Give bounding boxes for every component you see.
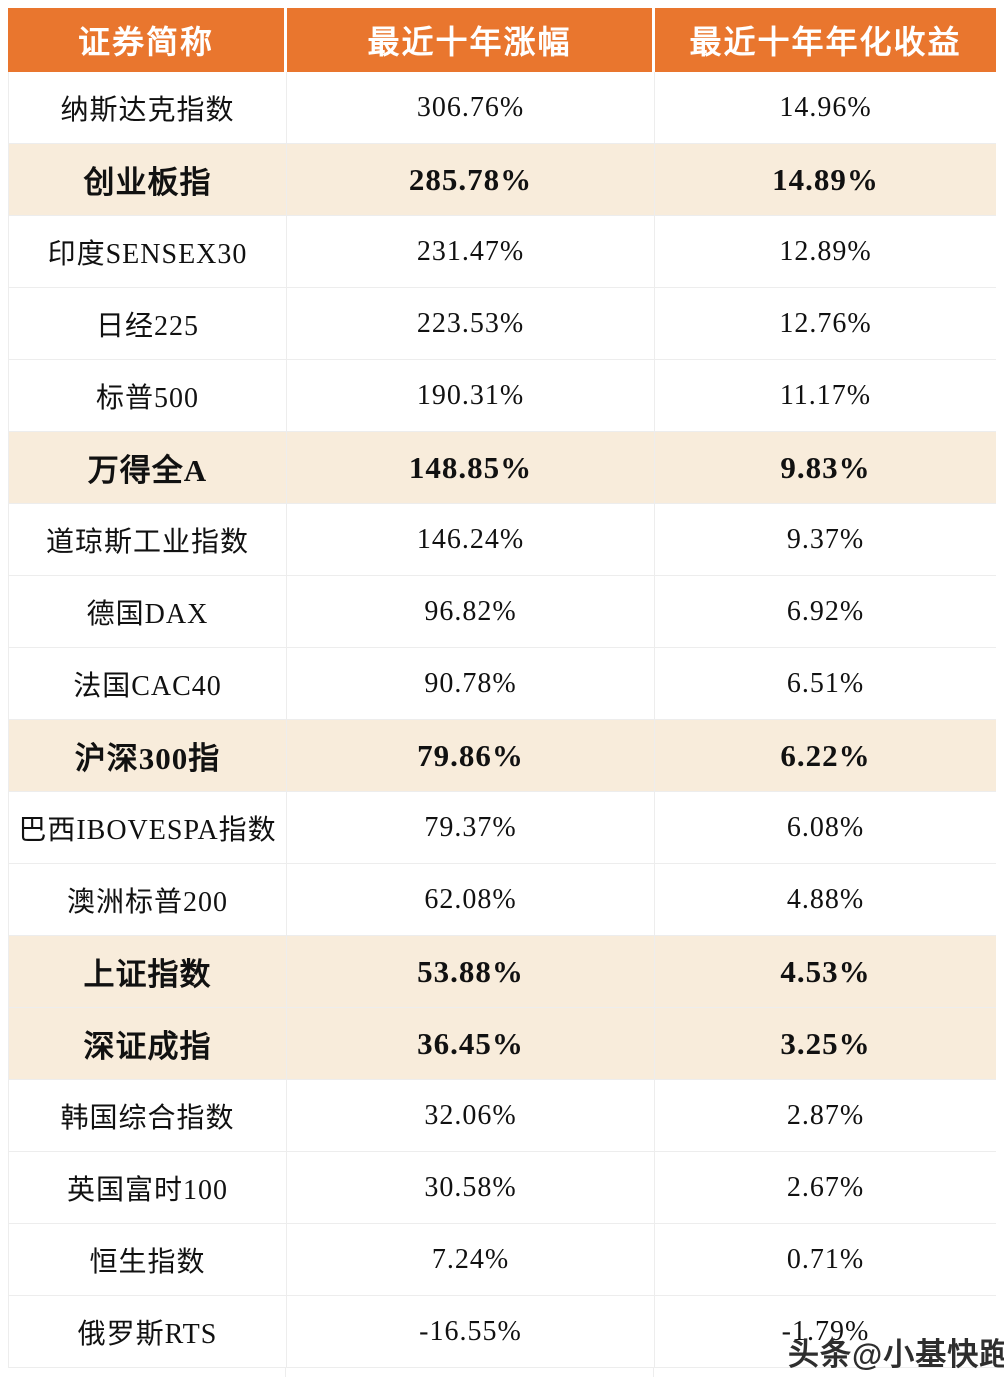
index-name-cell: 沪深300指 — [9, 720, 287, 791]
table-row: 法国CAC40 90.78% 6.51% — [9, 648, 996, 720]
header-ten-year-gain: 最近十年涨幅 — [287, 8, 655, 72]
partial-bottom-row — [8, 1368, 996, 1377]
index-name-cell: 万得全A — [9, 432, 287, 503]
index-name-cell: 上证指数 — [9, 936, 287, 1007]
table-row: 韩国综合指数 32.06% 2.87% — [9, 1080, 996, 1152]
header-security-name: 证券简称 — [8, 8, 287, 72]
table-row: 万得全A 148.85% 9.83% — [9, 432, 996, 504]
annualized-return-cell: 6.51% — [786, 667, 865, 699]
annualized-return-cell: 14.96% — [779, 91, 872, 123]
index-name-cell: 韩国综合指数 — [9, 1080, 287, 1151]
table-row: 德国DAX 96.82% 6.92% — [9, 576, 996, 648]
table-row: 日经225 223.53% 12.76% — [9, 288, 996, 360]
watermark: 头条@小基快跑 — [788, 1337, 1004, 1372]
ten-year-gain-cell: 223.53% — [287, 288, 655, 359]
annualized-return-cell: 3.25% — [780, 1025, 871, 1061]
ten-year-gain-cell: 148.85% — [287, 432, 655, 503]
ten-year-gain-cell: 306.76% — [287, 72, 655, 143]
annualized-return-cell: 4.88% — [786, 883, 865, 915]
table-row: 深证成指 36.45% 3.25% — [9, 1008, 996, 1080]
table-row: 纳斯达克指数 306.76% 14.96% — [9, 72, 996, 144]
index-name-cell: 印度SENSEX30 — [9, 216, 287, 287]
annualized-return-cell: 9.37% — [786, 523, 865, 555]
index-name-cell: 德国DAX — [9, 576, 287, 647]
ten-year-gain-cell: 7.24% — [287, 1224, 655, 1295]
index-name-cell: 深证成指 — [9, 1008, 287, 1079]
table-row: 巴西IBOVESPA指数 79.37% 6.08% — [9, 792, 996, 864]
ten-year-gain-cell: 79.37% — [287, 792, 655, 863]
annualized-return-cell: 14.89% — [772, 161, 879, 197]
table-row: 道琼斯工业指数 146.24% 9.37% — [9, 504, 996, 576]
index-name-cell: 英国富时100 — [9, 1152, 287, 1223]
annualized-return-cell: 12.89% — [779, 235, 872, 267]
annualized-return-cell: 9.83% — [780, 449, 871, 485]
table-row: 英国富时100 30.58% 2.67% — [9, 1152, 996, 1224]
table-header-row: 证券简称 最近十年涨幅 最近十年年化收益 — [8, 8, 996, 72]
table-row: 俄罗斯RTS -16.55% -1.79% — [9, 1296, 996, 1368]
table-row: 澳洲标普200 62.08% 4.88% — [9, 864, 996, 936]
index-performance-table: 证券简称 最近十年涨幅 最近十年年化收益 纳斯达克指数 306.76% 14.9… — [8, 8, 996, 1377]
index-name-cell: 道琼斯工业指数 — [9, 504, 287, 575]
ten-year-gain-cell: 36.45% — [287, 1008, 655, 1079]
index-name-cell: 俄罗斯RTS — [9, 1296, 287, 1367]
annualized-return-cell: 6.92% — [786, 595, 865, 627]
index-name-cell: 标普500 — [9, 360, 287, 431]
index-name-cell: 恒生指数 — [9, 1224, 287, 1295]
ten-year-gain-cell: -16.55% — [287, 1296, 655, 1367]
header-ten-year-annualized-return: 最近十年年化收益 — [655, 8, 996, 72]
index-name-cell: 法国CAC40 — [9, 648, 287, 719]
table-row: 沪深300指 79.86% 6.22% — [9, 720, 996, 792]
annualized-return-cell: 11.17% — [779, 379, 872, 411]
ten-year-gain-cell: 30.58% — [287, 1152, 655, 1223]
index-name-cell: 纳斯达克指数 — [9, 72, 287, 143]
table-row: 印度SENSEX30 231.47% 12.89% — [9, 216, 996, 288]
index-name-cell: 澳洲标普200 — [9, 864, 287, 935]
annualized-return-cell: 2.87% — [786, 1099, 865, 1131]
ten-year-gain-cell: 79.86% — [287, 720, 655, 791]
index-name-cell: 创业板指 — [9, 144, 287, 215]
ten-year-gain-cell: 96.82% — [287, 576, 655, 647]
ten-year-gain-cell: 231.47% — [287, 216, 655, 287]
ten-year-gain-cell: 32.06% — [287, 1080, 655, 1151]
table-body: 纳斯达克指数 306.76% 14.96% 创业板指 285.78% 14.89… — [8, 72, 996, 1368]
ten-year-gain-cell: 62.08% — [287, 864, 655, 935]
index-name-cell: 日经225 — [9, 288, 287, 359]
table-row: 上证指数 53.88% 4.53% — [9, 936, 996, 1008]
ten-year-gain-cell: 53.88% — [287, 936, 655, 1007]
annualized-return-cell: 6.22% — [780, 737, 871, 773]
annualized-return-cell: 0.71% — [786, 1243, 865, 1275]
annualized-return-cell: 2.67% — [786, 1171, 865, 1203]
ten-year-gain-cell: 90.78% — [287, 648, 655, 719]
table-row: 标普500 190.31% 11.17% — [9, 360, 996, 432]
ten-year-gain-cell: 190.31% — [287, 360, 655, 431]
annualized-return-cell: 4.53% — [780, 953, 871, 989]
annualized-return-cell: 12.76% — [779, 307, 872, 339]
table-row: 创业板指 285.78% 14.89% — [9, 144, 996, 216]
ten-year-gain-cell: 285.78% — [287, 144, 655, 215]
index-name-cell: 巴西IBOVESPA指数 — [9, 792, 287, 863]
annualized-return-cell: 6.08% — [786, 811, 865, 843]
table-row: 恒生指数 7.24% 0.71% — [9, 1224, 996, 1296]
annualized-return-cell: -1.79% — [781, 1315, 870, 1347]
ten-year-gain-cell: 146.24% — [287, 504, 655, 575]
